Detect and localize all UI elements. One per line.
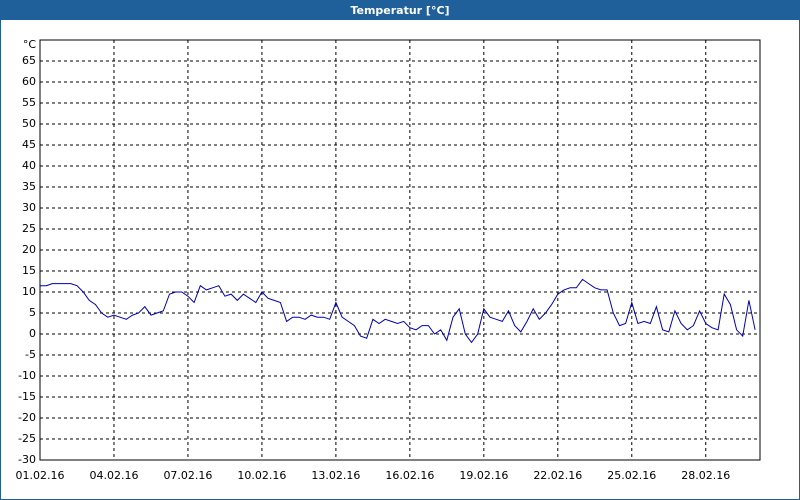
y-tick-label: 5 — [29, 306, 36, 319]
y-tick-label: -25 — [18, 432, 36, 445]
y-tick-label: -20 — [18, 411, 36, 424]
x-tick-label: 10.02.16 — [237, 469, 286, 482]
x-tick-label: 01.02.16 — [16, 469, 65, 482]
y-tick-label: 65 — [22, 54, 36, 67]
y-tick-label: 10 — [22, 285, 36, 298]
chart-title: Temperatur [°C] — [350, 4, 449, 17]
line-series — [40, 278, 756, 344]
x-tick-label: 16.02.16 — [385, 469, 434, 482]
y-tick-label: 15 — [22, 264, 36, 277]
y-tick-label: 30 — [22, 201, 36, 214]
y-tick-label: -30 — [18, 453, 36, 466]
y-tick-label: 55 — [22, 96, 36, 109]
x-tick-label: 04.02.16 — [89, 469, 138, 482]
x-tick-label: 19.02.16 — [459, 469, 508, 482]
y-tick-label: 50 — [22, 117, 36, 130]
y-tick-label: 40 — [22, 159, 36, 172]
y-tick-label: 0 — [29, 327, 36, 340]
x-tick-label: 25.02.16 — [607, 469, 656, 482]
x-tick-label: 22.02.16 — [533, 469, 582, 482]
y-tick-label: 20 — [22, 243, 36, 256]
y-tick-label: -15 — [18, 390, 36, 403]
y-tick-label: 45 — [22, 138, 36, 151]
x-tick-label: 07.02.16 — [163, 469, 212, 482]
plot-border — [39, 39, 761, 461]
x-tick-label: 13.02.16 — [311, 469, 360, 482]
y-tick-label: -5 — [25, 348, 36, 361]
x-tick-label: 28.02.16 — [681, 469, 730, 482]
y-tick-label: 60 — [22, 75, 36, 88]
y-tick-label: 25 — [22, 222, 36, 235]
title-bar — [0, 0, 800, 20]
y-axis-label: °C — [23, 38, 37, 51]
y-tick-label: 35 — [22, 180, 36, 193]
y-tick-label: -10 — [18, 369, 36, 382]
